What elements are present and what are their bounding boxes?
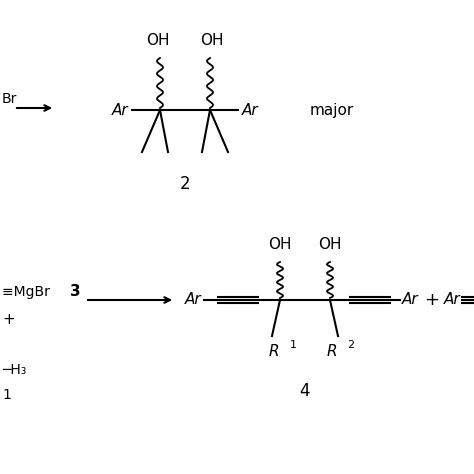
Text: R: R [269, 344, 279, 359]
Text: +: + [425, 291, 439, 309]
Text: Ar: Ar [111, 102, 128, 118]
Text: 1: 1 [2, 388, 11, 402]
Text: Ar: Ar [185, 292, 201, 308]
Text: 3: 3 [70, 284, 81, 300]
Text: OH: OH [200, 33, 224, 48]
Text: +: + [2, 312, 15, 328]
Text: OH: OH [318, 237, 342, 252]
Text: R: R [327, 344, 337, 359]
Text: 1: 1 [290, 340, 297, 350]
Text: Ar: Ar [444, 292, 461, 308]
Text: 4: 4 [300, 382, 310, 400]
Text: OH: OH [268, 237, 292, 252]
Text: Ar: Ar [242, 102, 259, 118]
Text: 2: 2 [180, 175, 191, 193]
Text: Ar: Ar [402, 292, 419, 308]
Text: ≡MgBr: ≡MgBr [2, 285, 54, 299]
Text: 2: 2 [347, 340, 354, 350]
Text: Br: Br [2, 92, 18, 106]
Text: OH: OH [146, 33, 170, 48]
Text: ─H₃: ─H₃ [2, 363, 27, 377]
Text: major: major [310, 102, 354, 118]
